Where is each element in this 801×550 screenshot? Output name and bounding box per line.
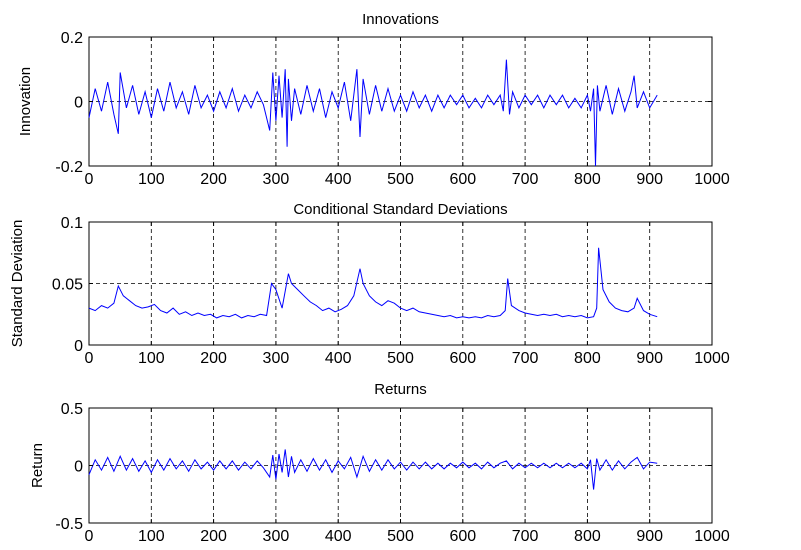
returns-x-tick-label-1: 100 (138, 528, 165, 545)
innovations-x-tick-label-8: 800 (574, 171, 601, 188)
innovations-y-axis-label: Innovation (17, 67, 34, 136)
innovations-x-tick-label-3: 300 (263, 171, 290, 188)
conditional-std-y-tick-label-1: 0.05 (52, 277, 83, 294)
conditional-std-x-tick-label-0: 0 (85, 350, 94, 367)
returns-x-tick-label-9: 900 (636, 528, 663, 545)
innovations-x-tick-label-4: 400 (325, 171, 352, 188)
returns-y-tick-label-1: 0 (74, 459, 83, 476)
conditional-std-y-tick-label-0: 0 (74, 338, 83, 355)
conditional-std-y-tick-label-2: 0.1 (61, 215, 83, 232)
conditional-std-x-tick-label-8: 800 (574, 350, 601, 367)
conditional-std-x-tick-label-6: 600 (449, 350, 476, 367)
innovations-x-tick-label-2: 200 (200, 171, 227, 188)
innovations-panel: 0 100 200 300 400 500 600 700 800 900 1000 -0.200.… (17, 11, 730, 188)
conditional-std-y-axis-label: Standard Deviation (9, 220, 26, 348)
returns-x-tick-label-7: 700 (512, 528, 539, 545)
innovations-y-tick-label-2: 0.2 (61, 30, 83, 47)
returns-x-tick-label-8: 800 (574, 528, 601, 545)
returns-x-tick-label-6: 600 (449, 528, 476, 545)
returns-y-axis-label: Return (29, 443, 46, 488)
innovations-x-tick-label-7: 700 (512, 171, 539, 188)
conditional-std-x-tick-label-4: 400 (325, 350, 352, 367)
innovations-x-tick-label-1: 100 (138, 171, 165, 188)
conditional-std-title: Conditional Standard Deviations (293, 201, 507, 218)
innovations-title: Innovations (362, 11, 439, 28)
conditional-std-x-tick-label-3: 300 (263, 350, 290, 367)
conditional-std-panel: 0 100 200 300 400 500 600 700 800 900 1000 0 0.05 0.… (9, 201, 730, 367)
conditional-std-grid (89, 222, 712, 345)
returns-x-tick-label-0: 0 (85, 528, 94, 545)
returns-y-tick-label-0: -0.5 (55, 516, 83, 533)
conditional-std-x-tick-label-1: 100 (138, 350, 165, 367)
innovations-x-tick-label-9: 900 (636, 171, 663, 188)
conditional-std-x-tick-label-10: 1000 (694, 350, 730, 367)
returns-panel: 0 100 200 300 400 500 600 700 800 900 1000 -0.500.… (29, 381, 730, 545)
innovations-x-tick-label-0: 0 (85, 171, 94, 188)
returns-series-layer (88, 449, 658, 490)
returns-series-line (88, 449, 658, 490)
returns-title: Returns (374, 381, 427, 398)
innovations-y-tick-label-1: 0 (74, 95, 83, 112)
conditional-std-x-tick-label-7: 700 (512, 350, 539, 367)
returns-y-tick-label-2: 0.5 (61, 401, 83, 418)
innovations-x-tick-label-10: 1000 (694, 171, 730, 188)
conditional-std-y-axis: 0 0.05 0.1 (52, 215, 712, 355)
innovations-y-axis: -0.2 0 0.2 (55, 30, 712, 176)
innovations-x-tick-label-6: 600 (449, 171, 476, 188)
returns-y-axis: -0.5 0 0.5 (55, 401, 712, 533)
conditional-std-x-tick-label-5: 500 (387, 350, 414, 367)
conditional-std-series-layer (88, 247, 658, 319)
returns-x-tick-label-4: 400 (325, 528, 352, 545)
conditional-std-series-line (88, 247, 658, 319)
innovations-grid (89, 37, 712, 166)
conditional-std-x-axis: 0 100 200 300 400 500 600 700 800 900 1000 (85, 222, 730, 367)
returns-x-tick-label-2: 200 (200, 528, 227, 545)
returns-x-tick-label-10: 1000 (694, 528, 730, 545)
conditional-std-x-tick-label-2: 200 (200, 350, 227, 367)
innovations-series-layer (88, 59, 658, 167)
innovations-y-tick-label-0: -0.2 (55, 159, 83, 176)
conditional-std-x-tick-label-9: 900 (636, 350, 663, 367)
returns-x-tick-label-3: 300 (263, 528, 290, 545)
returns-x-tick-label-5: 500 (387, 528, 414, 545)
innovations-x-axis: 0 100 200 300 400 500 600 700 800 900 1000 (85, 37, 730, 188)
returns-x-axis: 0 100 200 300 400 500 600 700 800 900 1000 (85, 408, 730, 545)
innovations-series-line (88, 59, 658, 167)
returns-grid (89, 408, 712, 523)
innovations-x-tick-label-5: 500 (387, 171, 414, 188)
